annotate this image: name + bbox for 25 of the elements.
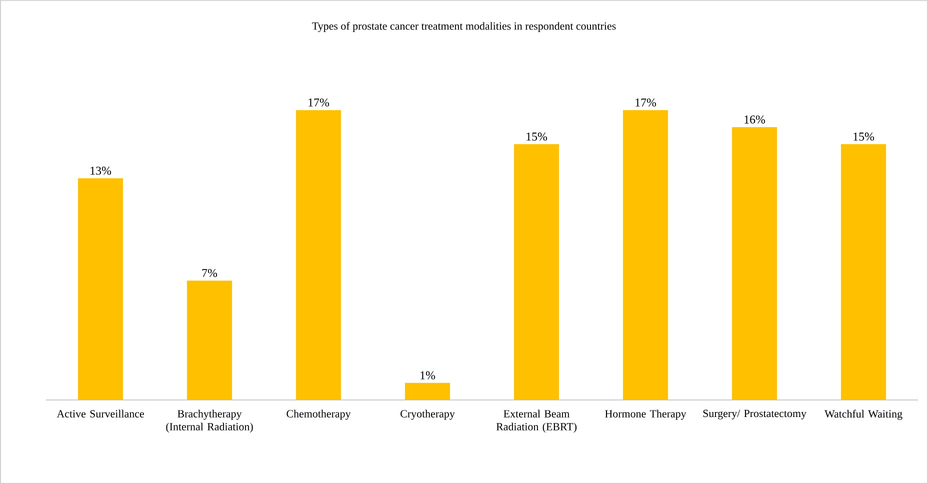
x-tick-label: Surgery/ Prostatectomy bbox=[703, 410, 806, 420]
data-label: 15% bbox=[526, 132, 548, 141]
data-label: 17% bbox=[308, 98, 330, 107]
x-tick-label: Active Surveillance bbox=[56, 410, 144, 418]
bar bbox=[187, 280, 232, 400]
bar bbox=[841, 144, 886, 400]
data-label: 1% bbox=[420, 371, 436, 380]
bar bbox=[514, 144, 560, 400]
data-label: 15% bbox=[854, 132, 874, 141]
x-tick-label: Cryotherapy bbox=[400, 410, 455, 420]
bar bbox=[623, 110, 668, 400]
bar bbox=[78, 178, 124, 400]
data-label: 7% bbox=[202, 268, 218, 278]
bar bbox=[296, 110, 342, 400]
data-label: 17% bbox=[636, 98, 656, 107]
x-tick-label: Chemotherapy bbox=[286, 410, 351, 420]
bar bbox=[405, 382, 450, 400]
bar bbox=[732, 127, 778, 400]
chart-title: Types of prostate cancer treatment modalities in respondent countries bbox=[312, 22, 616, 32]
data-label: 13% bbox=[90, 166, 112, 175]
x-tick-label: Watchful Waiting bbox=[824, 410, 902, 420]
x-tick-label: External Beam Radiation (EBRT) bbox=[496, 410, 577, 433]
data-label: 16% bbox=[744, 116, 766, 124]
x-tick-label: Brachytherapy (Internal Radiation) bbox=[166, 410, 253, 433]
x-tick-label: Hormone Therapy bbox=[605, 410, 686, 420]
